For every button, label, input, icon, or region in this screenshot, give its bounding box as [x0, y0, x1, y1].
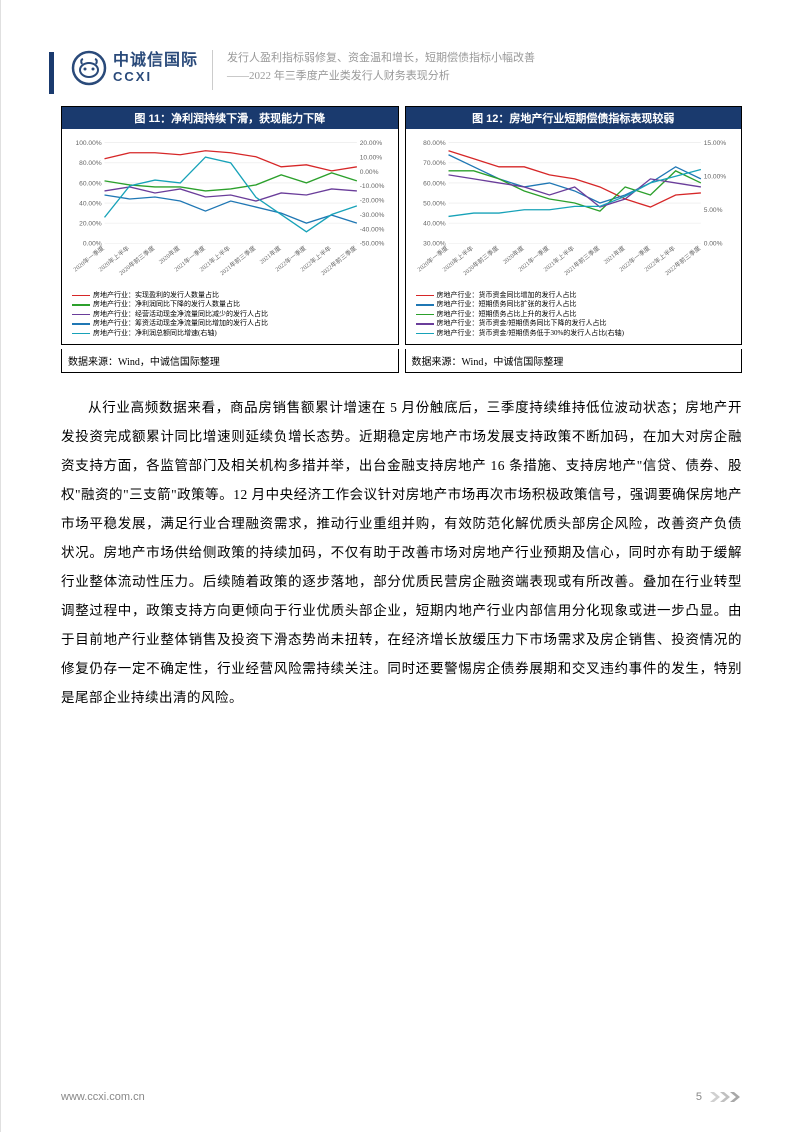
chart-12-source: 数据来源：Wind，中诚信国际整理 [405, 349, 743, 373]
header-subtitle: 发行人盈利指标弱修复、资金温和增长，短期偿债指标小幅改善 ——2022 年三季度… [227, 50, 535, 85]
body-text: 从行业高频数据来看，商品房销售额累计增速在 5 月份触底后，三季度持续维持低位波… [61, 393, 742, 712]
legend-item: 房地产行业：筹资活动现金净流量同比增加的发行人占比 [72, 319, 392, 328]
header-line2: ——2022 年三季度产业类发行人财务表现分析 [227, 68, 535, 86]
chart-12-legend: 房地产行业：货币资金同比增加的发行人占比房地产行业：短期债务同比扩张的发行人占比… [406, 289, 742, 344]
svg-text:50.00%: 50.00% [423, 200, 446, 207]
chart-12-area: 30.00% 40.00% 50.00% 60.00% 70.00% 80.00% 0.00… [406, 129, 742, 289]
chart-12: 图 12：房地产行业短期偿债指标表现较弱 30.00% 40.00% 50.00% 6… [405, 106, 743, 345]
logo-cn: 中诚信国际 [113, 52, 198, 70]
svg-text:40.00%: 40.00% [423, 221, 446, 228]
svg-text:-40.00%: -40.00% [360, 226, 385, 233]
svg-text:80.00%: 80.00% [79, 160, 102, 167]
page: 中诚信国际 CCXI 发行人盈利指标弱修复、资金温和增长，短期偿债指标小幅改善 … [0, 0, 802, 1132]
svg-text:2020年度: 2020年度 [157, 244, 181, 265]
legend-item: 房地产行业：短期债务同比扩张的发行人占比 [416, 300, 736, 309]
svg-text:20.00%: 20.00% [360, 140, 383, 147]
svg-text:5.00%: 5.00% [703, 207, 722, 214]
legend-item: 房地产行业：货币资金/短期债务同比下降的发行人占比 [416, 319, 736, 328]
svg-text:-50.00%: -50.00% [360, 241, 385, 248]
svg-text:0.00%: 0.00% [703, 241, 722, 248]
svg-text:60.00%: 60.00% [423, 180, 446, 187]
svg-text:40.00%: 40.00% [79, 200, 102, 207]
svg-text:2021年度: 2021年度 [602, 244, 626, 265]
header-line1: 发行人盈利指标弱修复、资金温和增长，短期偿债指标小幅改善 [227, 50, 535, 68]
svg-text:15.00%: 15.00% [703, 140, 726, 147]
legend-item: 房地产行业：货币资金/短期债务低于30%的发行人占比(右轴) [416, 329, 736, 338]
logo: 中诚信国际 CCXI [71, 50, 198, 86]
chart-11-area: 0.00% 20.00% 40.00% 60.00% 80.00% 100.00% -50.… [62, 129, 398, 289]
page-header: 中诚信国际 CCXI 发行人盈利指标弱修复、资金温和增长，短期偿债指标小幅改善 … [61, 50, 742, 90]
svg-text:-30.00%: -30.00% [360, 212, 385, 219]
logo-text: 中诚信国际 CCXI [113, 52, 198, 84]
charts-row: 图 11：净利润持续下滑，获现能力下降 0.00% 20.00% 40.00% 60.… [61, 106, 742, 345]
svg-text:2021年度: 2021年度 [258, 244, 282, 265]
svg-text:10.00%: 10.00% [360, 154, 383, 161]
svg-text:2020年度: 2020年度 [501, 244, 525, 265]
footer-url: www.ccxi.com.cn [61, 1091, 145, 1103]
logo-icon [71, 50, 107, 86]
footer-chevrons-icon [712, 1090, 742, 1104]
chart-11-source: 数据来源：Wind，中诚信国际整理 [61, 349, 399, 373]
chart-11: 图 11：净利润持续下滑，获现能力下降 0.00% 20.00% 40.00% 60.… [61, 106, 399, 345]
svg-text:-20.00%: -20.00% [360, 198, 385, 205]
footer-page-number: 5 [696, 1091, 702, 1103]
svg-text:-10.00%: -10.00% [360, 183, 385, 190]
svg-text:0.00%: 0.00% [360, 169, 379, 176]
body-paragraph: 从行业高频数据来看，商品房销售额累计增速在 5 月份触底后，三季度持续维持低位波… [61, 393, 742, 712]
chart-11-title: 图 11：净利润持续下滑，获现能力下降 [62, 107, 398, 129]
svg-text:30.00%: 30.00% [423, 241, 446, 248]
chart-12-title: 图 12：房地产行业短期偿债指标表现较弱 [406, 107, 742, 129]
legend-item: 房地产行业：净利润总额同比增速(右轴) [72, 329, 392, 338]
svg-text:20.00%: 20.00% [79, 221, 102, 228]
legend-item: 房地产行业：经营活动现金净流量同比减少的发行人占比 [72, 310, 392, 319]
svg-text:60.00%: 60.00% [79, 180, 102, 187]
legend-item: 房地产行业：净利润同比下降的发行人数量占比 [72, 300, 392, 309]
svg-text:10.00%: 10.00% [703, 174, 726, 181]
svg-text:80.00%: 80.00% [423, 140, 446, 147]
header-accent-bar [49, 52, 54, 94]
chart-11-legend: 房地产行业：实现盈利的发行人数量占比房地产行业：净利润同比下降的发行人数量占比房… [62, 289, 398, 344]
svg-text:0.00%: 0.00% [83, 241, 102, 248]
legend-item: 房地产行业：短期债务占比上升的发行人占比 [416, 310, 736, 319]
svg-text:100.00%: 100.00% [76, 140, 102, 147]
header-separator [212, 50, 213, 90]
page-footer: www.ccxi.com.cn 5 [61, 1090, 742, 1104]
source-row: 数据来源：Wind，中诚信国际整理 数据来源：Wind，中诚信国际整理 [61, 349, 742, 373]
logo-en: CCXI [113, 70, 198, 84]
svg-text:70.00%: 70.00% [423, 160, 446, 167]
